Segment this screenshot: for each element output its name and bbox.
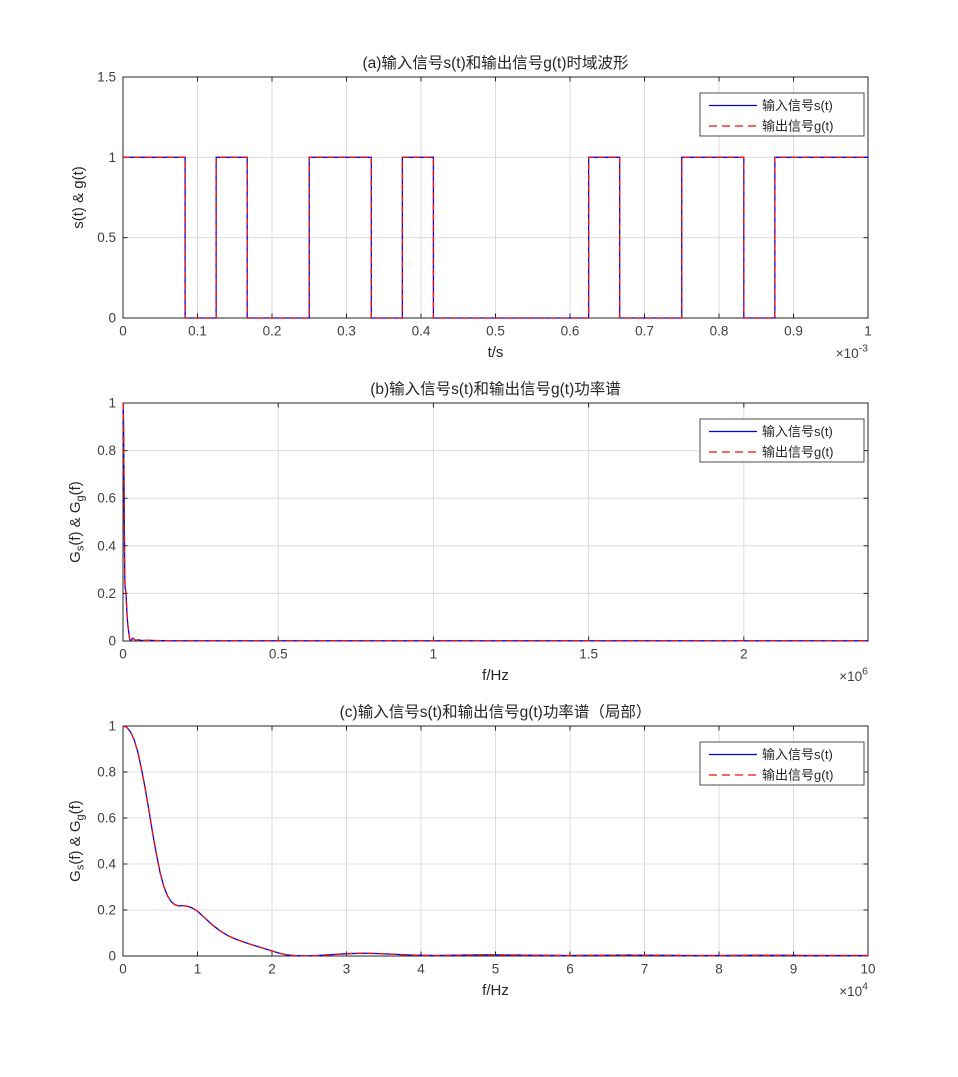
legend-output-signal-label: 输出信号g(t) [762, 768, 834, 783]
x-tick-label: 0 [119, 962, 127, 977]
legend: 输入信号s(t) 输出信号g(t) [699, 92, 865, 137]
y-tick-label: 0.8 [97, 443, 116, 458]
y-tick-label: 0.6 [97, 491, 116, 506]
y-tick-label: 0.6 [97, 811, 116, 826]
series-output-line [122, 725, 868, 957]
y-tick-label: 0.5 [97, 230, 116, 245]
series-output-line [122, 402, 868, 642]
x-tick-label: 2 [740, 647, 748, 662]
y-tick-label: 0 [108, 634, 116, 649]
legend-output-signal-label: 输出信号g(t) [762, 445, 834, 460]
x-axis-label: f/Hz [482, 982, 509, 999]
x-tick-label: 1 [864, 324, 872, 339]
x-tick-label: 0.7 [635, 324, 654, 339]
legend-box [699, 741, 865, 786]
x-tick-label: 1 [430, 647, 438, 662]
y-tick-label: 1 [108, 396, 116, 411]
legend-input-signal-label: 输入信号s(t) [762, 424, 833, 439]
x-tick-label: 1.5 [579, 647, 598, 662]
x-axis-label: t/s [488, 344, 504, 361]
x-axis-label: f/Hz [482, 667, 509, 684]
y-axis-label: Gs(f) & Gg(f) [67, 481, 87, 563]
x-tick-label: 9 [790, 962, 798, 977]
chart-title: (a)输入信号s(t)和输出信号g(t)时域波形 [362, 54, 628, 72]
x-tick-label: 2 [268, 962, 276, 977]
x-axis-exponent: ×106 [839, 666, 868, 685]
x-tick-label: 0.2 [263, 324, 282, 339]
x-tick-label: 0.6 [561, 324, 580, 339]
x-tick-label: 4 [417, 962, 425, 977]
subplot-c: 0 1 2 3 4 5 6 7 8 9 10 0 0.2 0.4 0.6 0.8 1 (c)输入信号s(t)和输出… [67, 703, 876, 999]
y-tick-label: 1 [108, 150, 116, 165]
subplot-a: 0 0.1 0.2 0.3 0.4 0.5 0.6 0.7 0.8 0.9 1 0 0.5 1 1.5 (a)… [70, 54, 872, 361]
y-axis-label: Gs(f) & Gg(f) [67, 800, 87, 882]
y-axis-label: s(t) & g(t) [70, 166, 87, 229]
legend-input-signal-label: 输入信号s(t) [762, 747, 833, 762]
legend: 输入信号s(t) 输出信号g(t) [699, 418, 865, 463]
y-tick-label: 1.5 [97, 70, 116, 85]
x-tick-label: 0.1 [188, 324, 207, 339]
x-tick-label: 0.9 [784, 324, 803, 339]
legend: 输入信号s(t) 输出信号g(t) [699, 741, 865, 786]
x-tick-label: 0.4 [412, 324, 431, 339]
y-tick-label: 0 [108, 949, 116, 964]
x-axis-exponent: ×104 [839, 981, 868, 1000]
x-tick-label: 0.3 [337, 324, 356, 339]
x-tick-label: 5 [492, 962, 500, 977]
x-tick-label: 0.5 [486, 324, 505, 339]
y-tick-label: 0.2 [97, 586, 116, 601]
y-tick-label: 0.4 [97, 857, 116, 872]
x-tick-label: 0 [119, 324, 127, 339]
legend-box [699, 92, 865, 137]
x-tick-label: 3 [343, 962, 351, 977]
x-tick-label: 0 [119, 647, 127, 662]
x-tick-label: 0.8 [710, 324, 729, 339]
chart-title: (c)输入信号s(t)和输出信号g(t)功率谱（局部） [340, 703, 652, 721]
x-tick-label: 0.5 [269, 647, 288, 662]
legend-output-signal-label: 输出信号g(t) [762, 119, 834, 134]
y-tick-label: 0.4 [97, 538, 116, 553]
chart-title: (b)输入信号s(t)和输出信号g(t)功率谱 [370, 380, 621, 398]
legend-box [699, 418, 865, 463]
x-tick-label: 1 [194, 962, 202, 977]
x-tick-label: 6 [566, 962, 574, 977]
legend-input-signal-label: 输入信号s(t) [762, 98, 833, 113]
x-axis-exponent: ×10-3 [836, 343, 868, 362]
y-tick-label: 0.2 [97, 903, 116, 918]
y-tick-label: 1 [108, 719, 116, 734]
series-output-line [123, 156, 868, 319]
y-tick-label: 0.8 [97, 765, 116, 780]
x-tick-label: 8 [715, 962, 723, 977]
x-tick-label: 10 [860, 962, 875, 977]
subplot-b: 0 0.5 1 1.5 2 0 0.2 0.4 0.6 0.8 1 (b)输入信号s(t)和输出信号g… [67, 380, 869, 685]
x-tick-label: 7 [641, 962, 649, 977]
y-tick-label: 0 [108, 311, 116, 326]
